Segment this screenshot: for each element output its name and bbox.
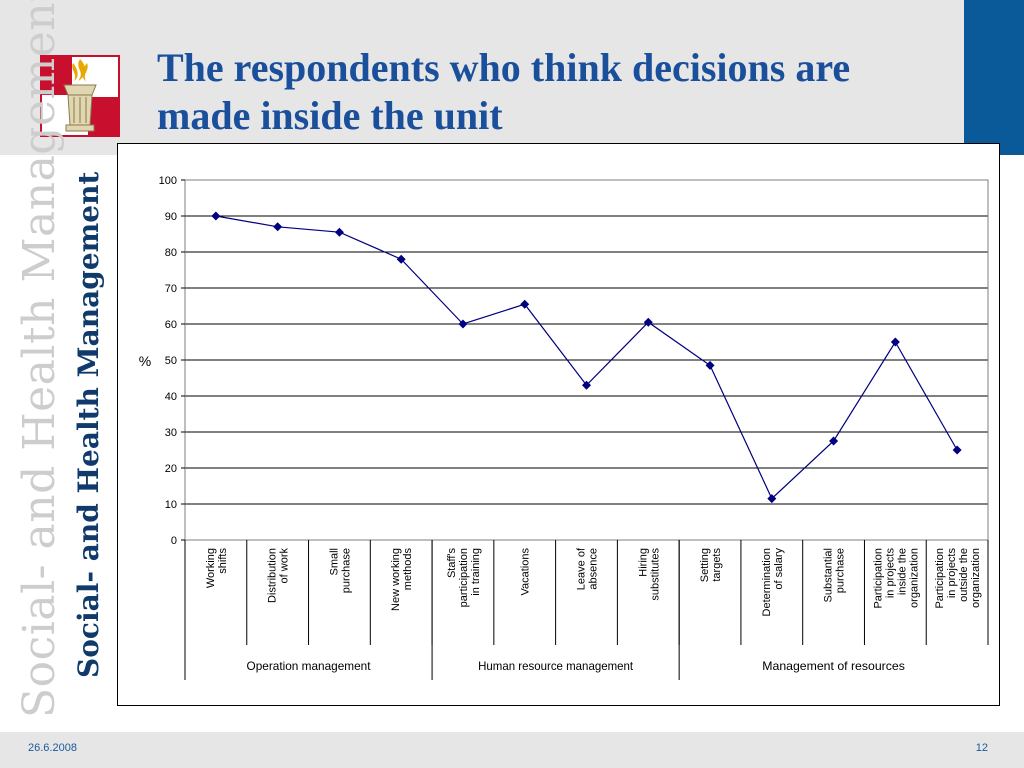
group-label: Human resource management xyxy=(478,659,634,673)
category-label-line: in training xyxy=(470,548,482,596)
category-label: New working methods xyxy=(390,548,414,611)
category-label-line: Vacations xyxy=(520,548,532,596)
category-label-line: in projects xyxy=(884,548,896,599)
data-point xyxy=(334,227,344,237)
category-label-line: Participation xyxy=(934,548,946,609)
y-axis-ticks: 0 10 20 30 40 50 60 70 80 90 100 xyxy=(159,175,185,547)
category-label: Hiring substitutes xyxy=(637,548,661,601)
category-label: Staff's participation in training xyxy=(446,548,482,608)
torch-logo-icon xyxy=(40,55,120,137)
category-label: Distribution of work xyxy=(267,548,291,604)
category-label: Determination of salary xyxy=(761,548,785,617)
data-point xyxy=(396,254,406,264)
category-label-line: absence xyxy=(588,548,600,590)
data-point xyxy=(582,380,591,390)
category-axis: Operation management Human resource manag… xyxy=(184,540,989,680)
category-label: Leave of absence xyxy=(576,547,600,590)
category-label-line: methods xyxy=(402,548,414,591)
y-tick-label: 40 xyxy=(165,391,177,403)
gridlines xyxy=(184,179,989,541)
data-point xyxy=(273,222,283,232)
side-watermark-text: Social- and Health Management xyxy=(14,0,65,718)
category-label-line: inside the xyxy=(896,548,908,595)
data-point xyxy=(458,319,468,329)
category-label-line: Distribution xyxy=(267,548,279,603)
category-label-line: organization xyxy=(970,548,982,608)
category-label-line: of work xyxy=(279,548,291,584)
category-label: Setting targets xyxy=(699,548,723,583)
category-label-line: in projects xyxy=(946,548,958,599)
footer-band xyxy=(0,732,1024,768)
y-tick-label: 0 xyxy=(171,535,177,547)
category-label-line: purchase xyxy=(340,548,352,593)
category-label-line: substitutes xyxy=(649,548,661,601)
category-label: Working shifts xyxy=(205,548,229,589)
data-point xyxy=(952,445,962,455)
y-tick-label: 60 xyxy=(165,319,177,331)
category-label-line: outside the xyxy=(958,548,970,602)
slide-date: 26.6.2008 xyxy=(28,742,77,754)
category-label: Participation in projects outside the organ… xyxy=(934,548,982,609)
group-label: Management of resources xyxy=(762,659,905,673)
category-label-line: Setting xyxy=(699,548,711,582)
data-point xyxy=(643,317,653,327)
category-label-line: of salary xyxy=(773,548,785,590)
data-points xyxy=(211,211,962,504)
y-tick-label: 20 xyxy=(165,463,177,475)
category-label-line: Small xyxy=(328,548,340,576)
page-number: 12 xyxy=(975,742,988,754)
category-label: Vacations xyxy=(520,548,532,596)
accent-block xyxy=(964,0,1024,155)
data-point xyxy=(520,299,530,309)
data-point xyxy=(705,360,715,370)
category-label-line: Leave of xyxy=(576,547,588,590)
line-chart: 0 10 20 30 40 50 60 70 80 90 100 % Operation manag… xyxy=(139,175,989,680)
y-tick-label: 100 xyxy=(159,175,177,187)
y-axis-label: % xyxy=(139,353,151,369)
data-point xyxy=(211,211,221,221)
category-label-line: Staff's xyxy=(446,548,458,579)
category-label-line: Hiring xyxy=(637,548,649,577)
category-label-line: Substantial xyxy=(823,548,835,602)
series-line xyxy=(215,215,958,500)
category-label: Participation in projects inside the organi… xyxy=(872,548,920,609)
category-label-line: participation xyxy=(458,548,470,607)
category-label: Substantial purchase xyxy=(823,548,847,602)
y-tick-label: 70 xyxy=(165,283,177,295)
category-label-line: New working xyxy=(390,548,402,611)
category-label-line: Participation xyxy=(872,548,884,609)
category-label-line: Working xyxy=(205,548,217,588)
group-label: Operation management xyxy=(247,659,372,673)
data-point xyxy=(890,337,900,347)
data-point xyxy=(767,494,777,504)
y-tick-label: 90 xyxy=(165,211,177,223)
category-label-line: purchase xyxy=(835,548,847,593)
data-point xyxy=(829,436,839,446)
chart-panel: 0 10 20 30 40 50 60 70 80 90 100 % Operation manag… xyxy=(117,143,1000,706)
category-label: Small purchase xyxy=(328,548,352,593)
y-tick-label: 80 xyxy=(165,247,177,259)
y-tick-label: 50 xyxy=(165,355,177,367)
y-tick-label: 10 xyxy=(165,499,177,511)
category-label-line: shifts xyxy=(217,548,229,574)
category-label-line: organization xyxy=(908,548,920,608)
series-polyline xyxy=(215,215,958,500)
category-label-line: targets xyxy=(711,548,723,582)
header-band xyxy=(0,0,1024,155)
slide-title: The respondents who think decisions are … xyxy=(157,45,851,138)
y-tick-label: 30 xyxy=(165,427,177,439)
category-label-line: Determination xyxy=(761,548,773,616)
